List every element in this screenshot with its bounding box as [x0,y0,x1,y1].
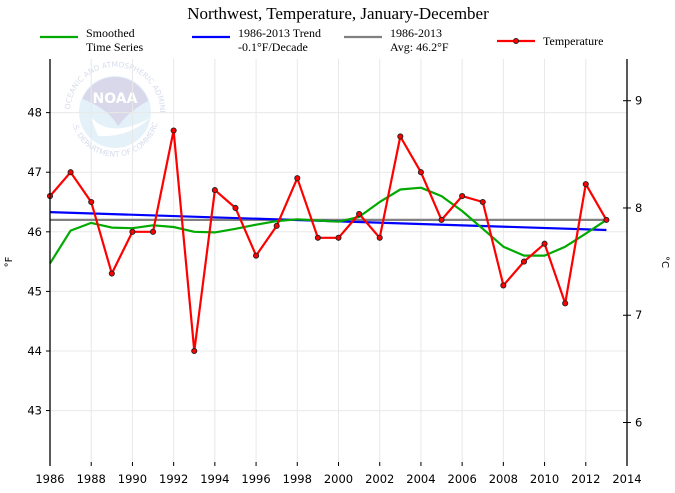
y-right-tick-label: 6 [635,415,642,429]
axes: 1986 1988 1990 1992 1994 1996 1998 2000 2002 2004… [27,59,642,486]
data-point [500,282,507,289]
x-tick-label: 1990 [118,472,147,486]
y-tick-label: 43 [27,404,42,418]
series-line-smoothed-time-series [49,186,608,264]
x-tick-label: 2012 [571,472,600,486]
x-tick-label: 2000 [324,472,353,486]
legend-label-line1: 1986-2013 Trend [238,26,321,40]
x-tick-label: 2008 [489,472,518,486]
x-tick-label: 2006 [448,472,477,486]
legend-entry: 1986-2013 Trend-0.1°F/Decade [192,26,321,54]
data-point [479,198,486,206]
data-point [273,222,280,229]
series-layer [46,127,610,355]
legend-label-line1: 1986-2013 [390,26,442,40]
legend-label-line2: Avg: 46.2°F [390,40,449,54]
noaa-logo-watermark: NOAA NATIONAL OCEANIC AND ATMOSPHERIC AD… [0,0,167,159]
x-tick-label: 1992 [159,472,188,486]
data-point [603,216,610,223]
y-tick-label: 48 [27,106,42,120]
data-point [294,175,301,182]
chart-title: Northwest, Temperature, January-December [187,4,489,23]
y-axis-label-left: °F [4,256,15,267]
data-point [191,347,198,355]
x-tick-label: 2010 [530,472,559,486]
y-right-tick-label: 8 [635,201,642,215]
y-tick-label: 47 [27,165,42,179]
data-point [129,228,136,235]
y-tick-label: 45 [27,284,42,298]
legend-label-line2: Time Series [86,40,144,54]
series-line-temperature [49,129,608,353]
data-point [520,258,528,265]
y-axis-label-right: °C [659,256,670,268]
data-point [438,216,445,223]
x-tick-label: 2004 [406,472,435,486]
data-point [376,234,383,241]
data-point [67,169,74,176]
data-point [397,133,404,140]
grid [50,59,627,466]
data-point [562,300,569,307]
legend-marker [512,37,520,45]
data-point [541,240,548,247]
data-point [88,198,95,206]
data-point [211,187,218,194]
legend-label-line2: -0.1°F/Decade [238,40,308,54]
data-point [253,252,260,259]
x-tick-label: 2002 [365,472,394,486]
legend-label-line1: Smoothed [86,26,135,40]
data-point [417,169,424,176]
data-point [149,228,157,235]
legend-entry: Temperature [497,34,603,48]
data-point [582,181,589,188]
x-tick-label: 1998 [283,472,312,486]
logo-center-text: NOAA [93,91,138,107]
data-point [170,127,177,134]
data-point [459,193,466,200]
x-tick-label: 1988 [77,472,106,486]
legend-label: Temperature [543,34,603,48]
y-right-tick-label: 9 [635,94,642,108]
x-tick-label: 1994 [200,472,229,486]
data-point [232,204,239,212]
data-point [335,234,342,241]
y-tick-label: 46 [27,225,42,239]
x-tick-label: 1996 [241,472,270,486]
data-point [314,234,321,241]
x-tick-label: 1986 [35,472,64,486]
x-tick-label: 2014 [612,472,641,486]
data-point [108,270,115,277]
data-point [356,210,363,217]
logo-wave [90,116,150,137]
y-tick-label: 44 [27,344,42,358]
y-right-tick-label: 7 [635,308,642,322]
